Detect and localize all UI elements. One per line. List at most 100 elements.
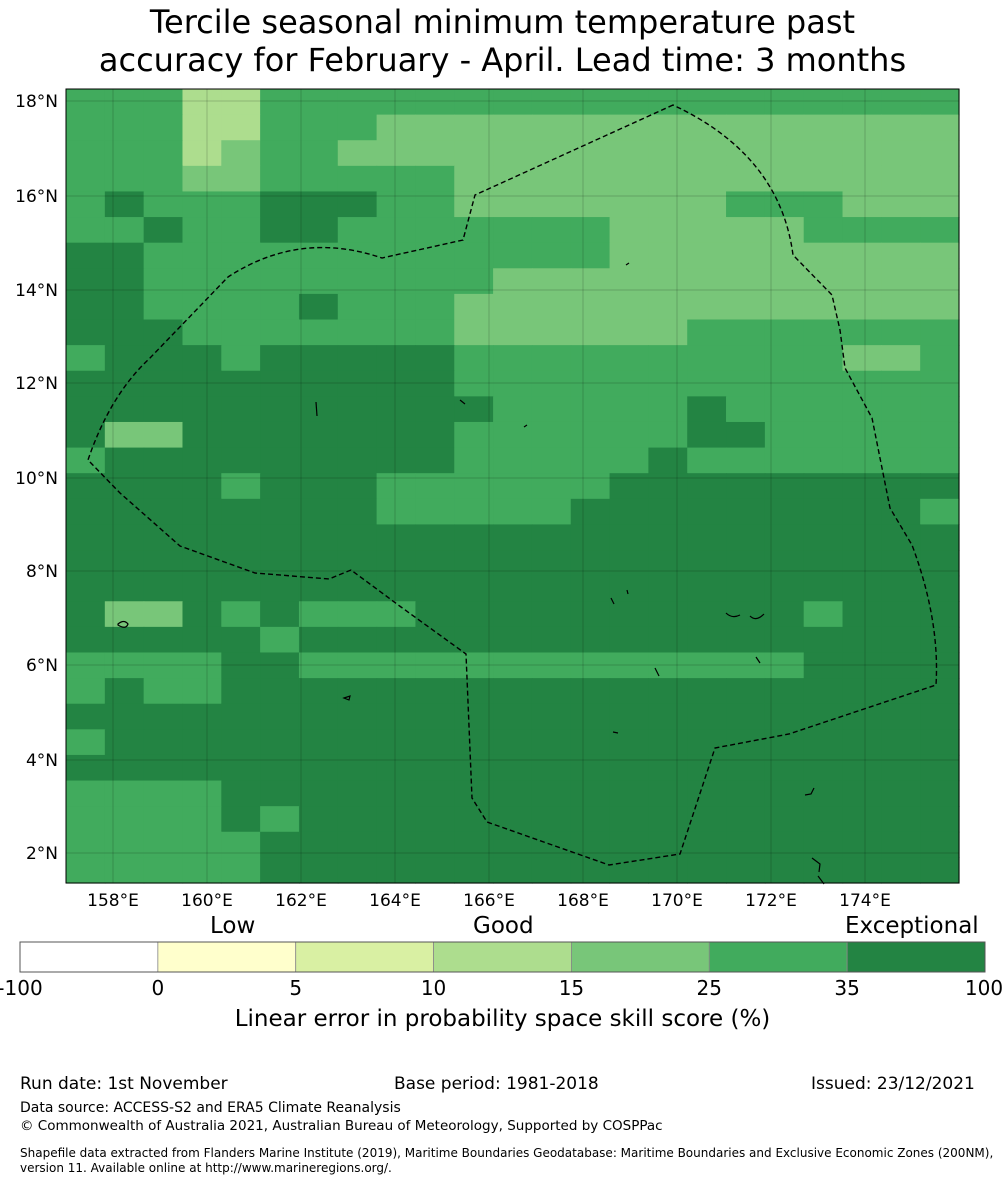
- grid-cell: [337, 831, 378, 858]
- grid-cell: [454, 498, 494, 526]
- grid-cell: [66, 89, 106, 116]
- grid-cell: [920, 447, 960, 474]
- grid-cell: [648, 421, 688, 449]
- grid-cell: [609, 703, 649, 730]
- grid-cell: [221, 780, 261, 807]
- grid-cell: [143, 370, 184, 397]
- grid-cell: [648, 473, 688, 500]
- copyright: © Commonwealth of Australia 2021, Austra…: [20, 1118, 663, 1134]
- grid-cell: [454, 703, 494, 730]
- grid-cell: [415, 473, 455, 500]
- grid-cell: [687, 293, 727, 321]
- grid-cell: [687, 319, 727, 346]
- grid-cell: [570, 191, 611, 218]
- grid-cell: [726, 575, 766, 602]
- grid-cell: [609, 652, 649, 679]
- grid-cell: [221, 140, 261, 167]
- grid-cell: [66, 217, 106, 244]
- grid-cell: [143, 575, 184, 602]
- grid-cell: [376, 370, 417, 397]
- grid-cell: [104, 268, 145, 295]
- grid-cell: [415, 293, 455, 321]
- grid-cell: [260, 729, 300, 756]
- grid-cell: [376, 524, 417, 551]
- grid-cell: [609, 165, 649, 193]
- grid-cell: [803, 754, 844, 782]
- grid-cell: [687, 626, 727, 654]
- grid-cell: [143, 293, 184, 321]
- grid-cell: [66, 678, 106, 705]
- longitude-label: 168°E: [557, 891, 609, 911]
- grid-cell: [531, 575, 572, 602]
- grid-cell: [337, 293, 378, 321]
- grid-cell: [182, 575, 222, 602]
- grid-cell: [337, 165, 378, 193]
- grid-cell: [337, 345, 378, 372]
- grid-cell: [726, 831, 766, 858]
- grid-cell: [881, 780, 921, 807]
- grid-cell: [182, 319, 222, 346]
- grid-cell: [726, 396, 766, 423]
- grid-cell: [609, 217, 649, 244]
- grid-cell: [337, 421, 378, 449]
- grid-cell: [66, 601, 106, 628]
- grid-cell: [66, 345, 106, 372]
- grid-cell: [687, 550, 727, 577]
- grid-cell: [66, 626, 106, 654]
- grid-cell: [221, 498, 261, 526]
- grid-cell: [570, 550, 611, 577]
- grid-cell: [454, 319, 494, 346]
- grid-cell: [298, 601, 339, 628]
- grid-cell: [920, 857, 960, 884]
- latitude-labels: 18°N 16°N 14°N 12°N 10°N 8°N 6°N 4°N 2°N: [15, 92, 58, 864]
- grid-cell: [881, 396, 921, 423]
- grid-cell: [842, 831, 882, 858]
- grid-cell: [764, 754, 805, 782]
- colorbar-label-exceptional: Exceptional: [845, 913, 979, 939]
- grid-cell: [337, 754, 378, 782]
- grid-cell: [687, 165, 727, 193]
- grid-cell: [337, 678, 378, 705]
- grid-cell: [726, 447, 766, 474]
- grid-cell: [920, 293, 960, 321]
- grid-cell: [531, 678, 572, 705]
- grid-cell: [493, 473, 533, 500]
- grid-cell: [298, 396, 339, 423]
- grid-cell: [687, 370, 727, 397]
- grid-cell: [66, 268, 106, 295]
- grid-cell: [260, 652, 300, 679]
- grid-cell: [493, 268, 533, 295]
- grid-cell: [454, 421, 494, 449]
- grid-cell: [454, 831, 494, 858]
- grid-cell: [376, 89, 417, 116]
- grid-cell: [143, 857, 184, 884]
- grid-cell: [726, 703, 766, 730]
- grid-cell: [66, 293, 106, 321]
- grid-cell: [920, 806, 960, 833]
- grid-cell: [803, 191, 844, 218]
- grid-cell: [726, 524, 766, 551]
- grid-cell: [260, 806, 300, 833]
- grid-cell: [493, 165, 533, 193]
- grid-cell: [260, 319, 300, 346]
- grid-cell: [881, 268, 921, 295]
- grid-cell: [726, 473, 766, 500]
- grid-cell: [764, 114, 805, 141]
- grid-cell: [687, 806, 727, 833]
- grid-cell: [415, 447, 455, 474]
- grid-cell: [648, 703, 688, 730]
- grid-cell: [570, 396, 611, 423]
- grid-cell: [376, 780, 417, 807]
- grid-cell: [531, 345, 572, 372]
- grid-cell: [881, 293, 921, 321]
- grid-cell: [143, 524, 184, 551]
- grid-cell: [493, 345, 533, 372]
- grid-cell: [182, 242, 222, 269]
- latitude-label: 16°N: [15, 187, 58, 207]
- longitude-label: 174°E: [839, 891, 891, 911]
- grid-cell: [764, 780, 805, 807]
- grid-cell: [842, 140, 882, 167]
- grid-cell: [221, 345, 261, 372]
- grid-cell: [260, 754, 300, 782]
- grid-cell: [415, 319, 455, 346]
